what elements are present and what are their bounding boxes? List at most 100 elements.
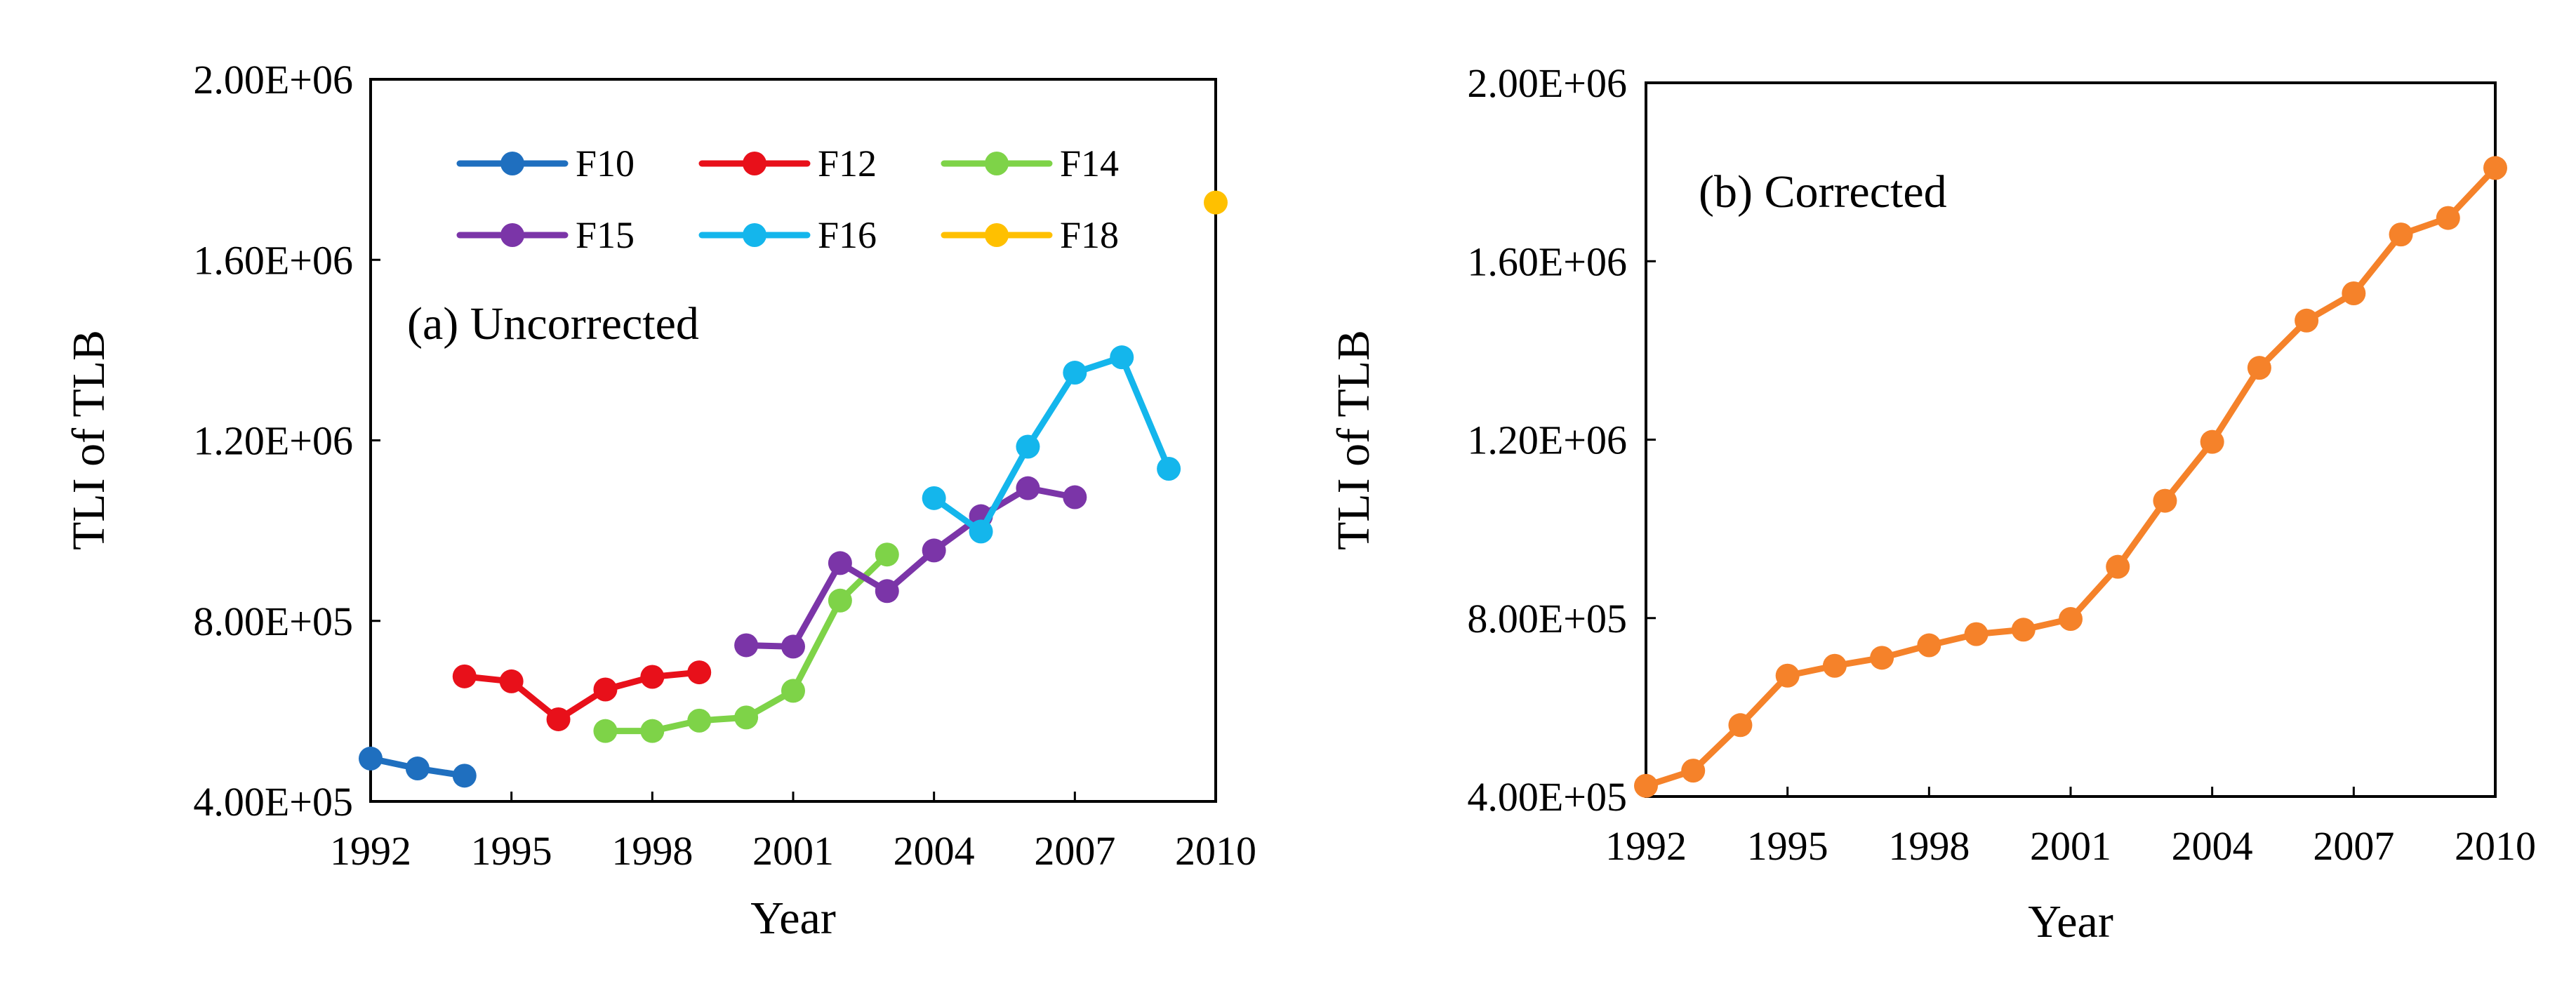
data-point-corrected	[1917, 633, 1941, 658]
x-tick-label: 2010	[2455, 823, 2536, 869]
data-point-f14	[593, 719, 618, 743]
data-point-corrected	[2342, 281, 2366, 306]
data-point-corrected	[2200, 429, 2224, 454]
data-point-f16	[1157, 457, 1181, 481]
data-point-f15	[828, 551, 852, 575]
y-tick-label: 1.60E+06	[1467, 239, 1627, 284]
legend-label-f16: F16	[818, 214, 877, 256]
data-point-corrected	[2011, 618, 2036, 642]
series-corrected	[1634, 156, 2507, 798]
x-tick-label: 2007	[2313, 823, 2394, 869]
x-tick-label: 1998	[1888, 823, 1970, 869]
data-point-f12	[452, 664, 477, 688]
data-point-f15	[781, 634, 805, 659]
data-point-corrected	[2247, 356, 2271, 380]
data-point-corrected	[2295, 308, 2319, 333]
legend-label-f15: F15	[576, 214, 635, 256]
data-point-f12	[687, 660, 712, 685]
x-tick-label: 2001	[752, 828, 834, 874]
x-tick-label: 1995	[1747, 823, 1828, 869]
x-tick-label: 2001	[2030, 823, 2111, 869]
legend-marker-f16	[743, 223, 766, 247]
data-point-f16	[969, 519, 993, 544]
x-axis-title: Year	[750, 893, 836, 944]
data-point-f14	[828, 588, 852, 613]
data-point-f16	[1063, 361, 1087, 385]
data-point-f14	[781, 679, 805, 703]
data-point-corrected	[2389, 222, 2413, 247]
series-f15	[734, 476, 1087, 659]
data-point-f15	[875, 579, 899, 604]
data-point-corrected	[2436, 206, 2460, 230]
data-point-corrected	[1964, 622, 1989, 646]
y-tick-label: 8.00E+05	[193, 599, 353, 644]
data-point-f15	[1016, 476, 1040, 500]
data-point-f16	[1016, 434, 1040, 459]
data-point-f16	[1110, 345, 1134, 370]
x-tick-label: 2010	[1175, 828, 1256, 874]
chart-title: (a) Uncorrected	[407, 298, 699, 349]
data-point-f14	[640, 719, 665, 743]
legend-label-f12: F12	[818, 142, 877, 185]
y-tick-label: 2.00E+06	[193, 57, 353, 102]
data-point-corrected	[1870, 646, 1894, 670]
y-tick-label: 2.00E+06	[1467, 60, 1627, 106]
series-f18	[1204, 190, 1228, 215]
legend-label-f10: F10	[576, 142, 635, 185]
x-tick-label: 2004	[2172, 823, 2253, 869]
panel-corrected: 4.00E+05 8.00E+05 1.20E+06 1.60E+06 2.00E+06…	[1328, 60, 2536, 947]
x-tick-label: 2007	[1034, 828, 1115, 874]
data-point-f18	[1204, 190, 1228, 215]
data-point-f10	[452, 764, 477, 788]
series-f12	[452, 660, 712, 731]
x-tick-label: 1998	[611, 828, 693, 874]
data-point-corrected	[1634, 773, 1658, 798]
data-point-corrected	[2153, 488, 2177, 513]
data-point-f12	[640, 665, 665, 689]
data-point-corrected	[1775, 663, 1800, 688]
legend-marker-f18	[985, 223, 1009, 247]
y-tick-label: 8.00E+05	[1467, 596, 1627, 641]
data-point-f12	[499, 669, 524, 693]
y-axis-title: TLI of TLB	[63, 330, 114, 550]
data-point-corrected	[1822, 653, 1847, 678]
legend-marker-f14	[985, 152, 1009, 175]
series-f14	[593, 542, 899, 743]
x-axis-title: Year	[2028, 896, 2113, 947]
x-tick-label: 1995	[471, 828, 552, 874]
data-point-corrected	[1728, 713, 1753, 738]
data-point-corrected	[1681, 759, 1706, 783]
data-point-f15	[922, 538, 946, 563]
data-point-f14	[875, 542, 899, 567]
series-line-f15	[743, 485, 1078, 650]
y-tick-label: 1.20E+06	[1467, 418, 1627, 463]
series-line-corrected	[1642, 164, 2499, 789]
y-axis-title: TLI of TLB	[1328, 330, 1379, 550]
data-point-f10	[359, 746, 383, 771]
data-point-corrected	[2483, 156, 2507, 180]
x-tick-label: 1992	[1605, 823, 1687, 869]
y-tick-label: 1.20E+06	[193, 418, 353, 464]
legend-label-f14: F14	[1060, 142, 1119, 185]
y-tick-label: 4.00E+05	[1467, 774, 1627, 820]
legend-marker-f12	[743, 152, 766, 175]
legend-label-f18: F18	[1060, 214, 1119, 256]
y-tick-label: 4.00E+05	[193, 779, 353, 825]
series-f16	[922, 345, 1181, 544]
data-point-f15	[1063, 485, 1087, 509]
data-point-f15	[734, 633, 759, 658]
legend: F10 F12 F14 F15 F16 F18	[456, 142, 1119, 256]
series-f10	[359, 746, 477, 788]
series-line-f16	[931, 354, 1172, 535]
data-point-f16	[922, 486, 946, 510]
legend-marker-f15	[500, 223, 524, 247]
chart-title: (b) Corrected	[1699, 166, 1947, 218]
data-point-corrected	[2106, 554, 2130, 579]
panel-uncorrected: 4.00E+05 8.00E+05 1.20E+06 1.60E+06 2.00E+06…	[63, 57, 1256, 944]
x-tick-label: 1992	[330, 828, 411, 874]
data-point-f12	[546, 707, 571, 731]
data-point-f12	[593, 677, 618, 702]
data-point-corrected	[2059, 607, 2083, 632]
